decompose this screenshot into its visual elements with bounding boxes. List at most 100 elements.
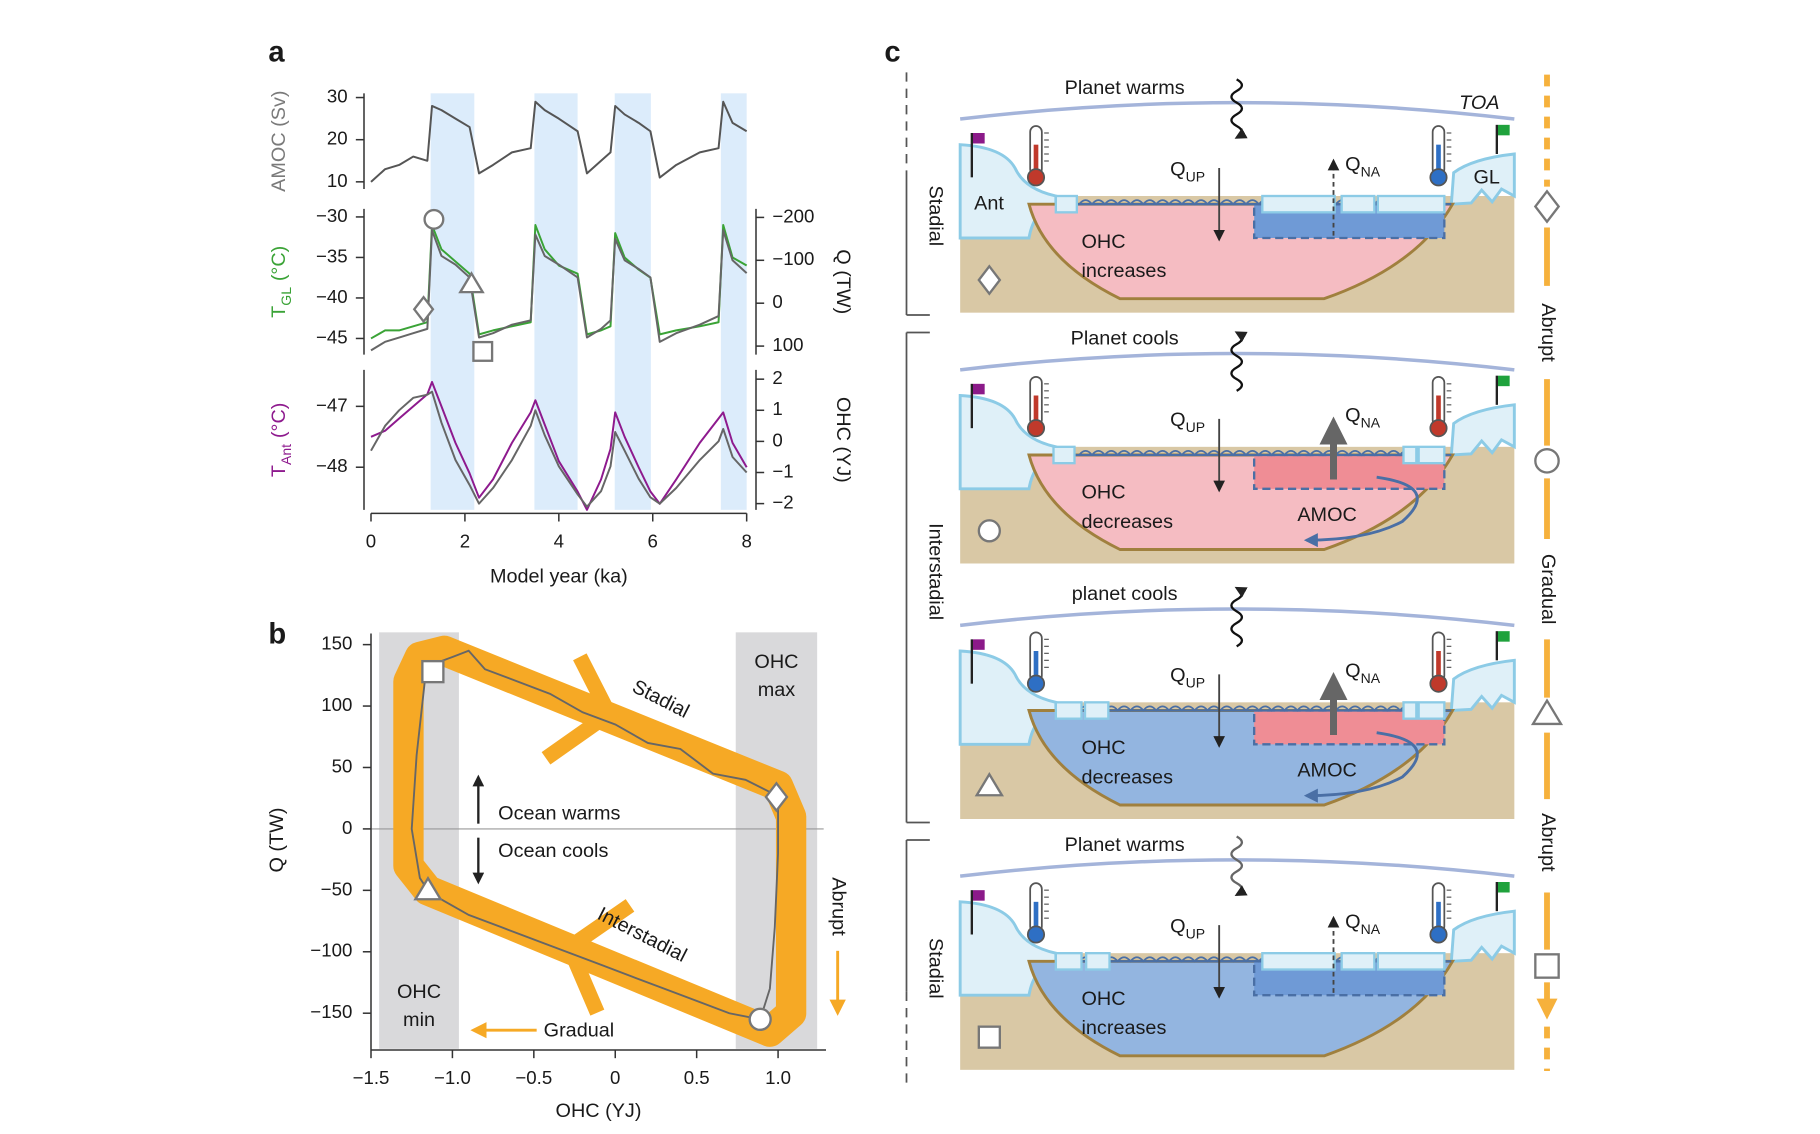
panel-label: b	[268, 619, 286, 651]
marker-triangle	[458, 271, 485, 294]
y-axis-label: TAnt (°C)	[268, 403, 293, 477]
y-tick-label: 10	[327, 170, 348, 191]
marker-triangle	[1530, 698, 1564, 726]
q-na-label-sub: NA	[1361, 921, 1381, 937]
shaded-interval	[534, 93, 578, 510]
surface-waves	[1078, 705, 1440, 712]
y2-tick-label: 0	[772, 429, 782, 450]
series-line	[370, 390, 748, 508]
series-line	[370, 380, 748, 511]
thermometer-bulb	[1429, 674, 1448, 693]
thermometer-bulb	[1429, 925, 1448, 944]
transition-label: Abrupt	[1537, 813, 1559, 872]
y-tick-label: −47	[316, 394, 348, 415]
x-tick-label: 8	[741, 530, 751, 551]
marker-square	[472, 340, 494, 362]
flag	[973, 383, 985, 395]
y-tick-label: 50	[332, 755, 353, 776]
row-heading: planet cools	[1072, 583, 1178, 605]
region-label: OHC	[754, 651, 798, 673]
x-axis-label: Model year (ka)	[490, 566, 628, 588]
y2-axis-label: OHC (YJ)	[832, 397, 854, 483]
y-tick-label: 30	[327, 85, 348, 106]
y-tick-label: −50	[321, 878, 353, 899]
shaded-interval	[430, 93, 475, 510]
sea-ice	[1417, 701, 1446, 720]
toa-arc	[959, 100, 1515, 121]
marker-diamond	[764, 781, 789, 813]
loop-chevron	[559, 899, 635, 1016]
radiation-squiggle	[1230, 78, 1248, 139]
loop-chevron	[541, 653, 619, 765]
sea-ice	[1054, 952, 1083, 971]
radiation-squiggle	[1230, 586, 1248, 648]
sea-ice	[1340, 194, 1376, 214]
amoc-arrow	[1303, 475, 1419, 548]
y-axis-label-sub: GL	[278, 287, 294, 306]
q-na-label-sub: NA	[1361, 163, 1381, 179]
y2-tick-label: 2	[772, 367, 782, 388]
q-up-label-main: Q	[1170, 665, 1185, 687]
x-tick-label: 0	[610, 1067, 620, 1088]
thermometer-bulb	[1429, 419, 1448, 438]
x-tick-label: 0.5	[684, 1067, 710, 1088]
flag	[973, 890, 985, 901]
region-label: min	[403, 1009, 435, 1031]
amoc-label: AMOC	[1297, 504, 1357, 526]
transition-arrowhead	[1536, 998, 1558, 1020]
q-na-label-main: Q	[1345, 154, 1360, 176]
toa-label: TOA	[1459, 92, 1499, 114]
thermometer-fill	[1436, 144, 1441, 175]
region-label: OHC	[397, 981, 441, 1003]
q-up-label: QUP	[1170, 409, 1205, 434]
ant-label: Ant	[974, 192, 1004, 214]
sea-ice	[1376, 194, 1446, 214]
marker-square	[421, 659, 445, 684]
y2-tick-label: 0	[772, 291, 782, 312]
radiation-squiggle	[1230, 835, 1248, 896]
y2-tick-label: −1	[772, 460, 793, 481]
transition-label: Abrupt	[1537, 303, 1559, 362]
q-na-label-main: Q	[1345, 405, 1360, 427]
abrupt-label: Abrupt	[827, 877, 849, 936]
y2-tick-label: −2	[772, 492, 793, 513]
q-up-label-sub: UP	[1186, 419, 1205, 435]
q-up-label: QUP	[1170, 916, 1205, 941]
y-axis-label-main: T	[268, 306, 290, 318]
thermometer-fill	[1033, 901, 1039, 933]
y-axis-label: AMOC (Sv)	[268, 90, 290, 191]
flag	[973, 639, 985, 650]
phase-label: Interstadial	[924, 523, 946, 620]
greenland-ice	[1449, 658, 1516, 713]
greenland-ice	[1449, 152, 1516, 206]
panel-label: c	[884, 36, 900, 68]
toa-arc	[959, 858, 1515, 878]
y-tick-label: −100	[310, 940, 352, 961]
marker-triangle	[413, 875, 443, 901]
ohc-label: decreases	[1082, 766, 1174, 788]
x-tick-label: 2	[460, 530, 470, 551]
sea-ice	[1054, 194, 1079, 214]
y-tick-label: −48	[316, 455, 348, 476]
shaded-interval	[720, 93, 747, 510]
y-axis-label-main: T	[268, 465, 290, 477]
y-axis-label-unit: (°C)	[268, 403, 290, 438]
flag	[1498, 124, 1510, 136]
marker-circle	[977, 519, 1001, 543]
q-up-label-main: Q	[1170, 916, 1185, 938]
x-axis-label: OHC (YJ)	[556, 1100, 642, 1122]
thermometer-bulb	[1026, 168, 1046, 187]
x-tick-label: 6	[648, 530, 658, 551]
thermometer-bulb	[1026, 419, 1046, 438]
ohc-label: OHC	[1082, 231, 1126, 253]
y2-tick-label: −200	[772, 205, 814, 226]
greenland-ice	[1449, 403, 1516, 457]
y2-tick-label: −100	[772, 248, 814, 269]
q-up-label: QUP	[1170, 159, 1205, 184]
x-tick-label: −1.5	[353, 1067, 390, 1088]
phase-label: Stadial	[924, 186, 946, 247]
ohc-label: increases	[1082, 1017, 1167, 1039]
